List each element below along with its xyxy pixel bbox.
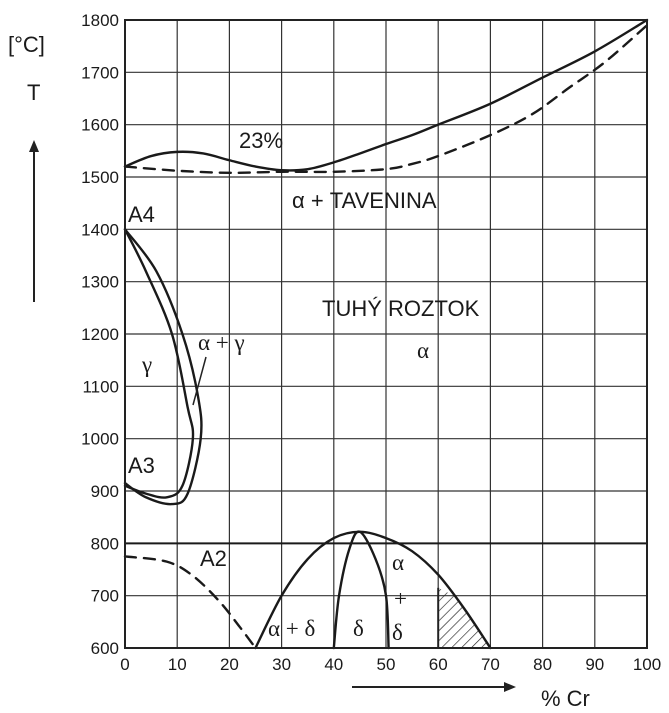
x-tick-label: 20 [220, 655, 239, 674]
y-tick-label: 900 [91, 482, 119, 501]
label-A3: A3 [128, 453, 155, 478]
label-alpha-right: α [392, 550, 404, 575]
x-tick-label: 40 [324, 655, 343, 674]
label-alpha-delta: α + δ [268, 616, 315, 641]
label-A2: A2 [200, 546, 227, 571]
y-tick-label: 1100 [82, 377, 119, 396]
label-alpha-gamma: α + γ [198, 330, 245, 355]
y-tick-label: 1700 [81, 63, 119, 82]
curve-sigma-outer [254, 530, 492, 650]
label-23-percent: 23% [239, 128, 283, 153]
curve-gamma-loop-inner [123, 228, 195, 499]
y-tick-label: 1200 [81, 325, 119, 344]
label-delta-right: δ [392, 620, 403, 645]
x-axis-label: % Cr [541, 686, 590, 711]
y-tick-label: 1300 [81, 273, 119, 292]
x-tick-label: 0 [120, 655, 129, 674]
label-plus-right: + [394, 586, 407, 611]
y-tick-label: 700 [91, 587, 119, 606]
label-alpha-liquid: α + TAVENINA [292, 188, 437, 213]
x-tick-label: 60 [429, 655, 448, 674]
alpha-gamma-pointer [192, 356, 207, 406]
y-tick-label: 600 [91, 639, 119, 658]
plot-frame [124, 19, 648, 649]
y-tick-label: 1500 [81, 168, 119, 187]
x-tick-label: 10 [168, 655, 187, 674]
curve-sigma-inner [332, 530, 390, 650]
curve-gamma-loop-outer [123, 228, 203, 506]
label-solid-solution: TUHÝ ROZTOK [322, 296, 480, 321]
label-alpha-center: α [417, 338, 429, 363]
curve-liquidus [123, 18, 649, 172]
curve-A2 [123, 555, 257, 650]
curve-solidus [123, 24, 649, 175]
y-tick-label: 1800 [81, 11, 119, 30]
y-tick-label: 1000 [81, 430, 119, 449]
x-tick-label: 30 [272, 655, 291, 674]
y-tick-label: 1600 [81, 116, 119, 135]
x-tick-label: 50 [377, 655, 396, 674]
label-A4: A4 [128, 202, 155, 227]
label-delta: δ [353, 616, 364, 641]
y-tick-label: 1400 [81, 220, 119, 239]
x-tick-label: 70 [481, 655, 500, 674]
x-tick-label: 80 [533, 655, 552, 674]
region-fills [437, 587, 491, 648]
y-tick-label: 800 [91, 534, 119, 553]
x-tick-label: 90 [585, 655, 604, 674]
hatched-region [438, 587, 491, 648]
y-axis-arrow [29, 140, 39, 302]
x-tick-label: 100 [633, 655, 661, 674]
x-axis-arrow [352, 682, 516, 692]
y-unit-label: [°C] [8, 32, 45, 57]
label-gamma: γ [141, 352, 152, 377]
y-axis-label: T [27, 80, 40, 105]
tick-labels: 6007008009001000110012001300140015001600… [81, 11, 661, 674]
phase-curves [123, 18, 649, 650]
